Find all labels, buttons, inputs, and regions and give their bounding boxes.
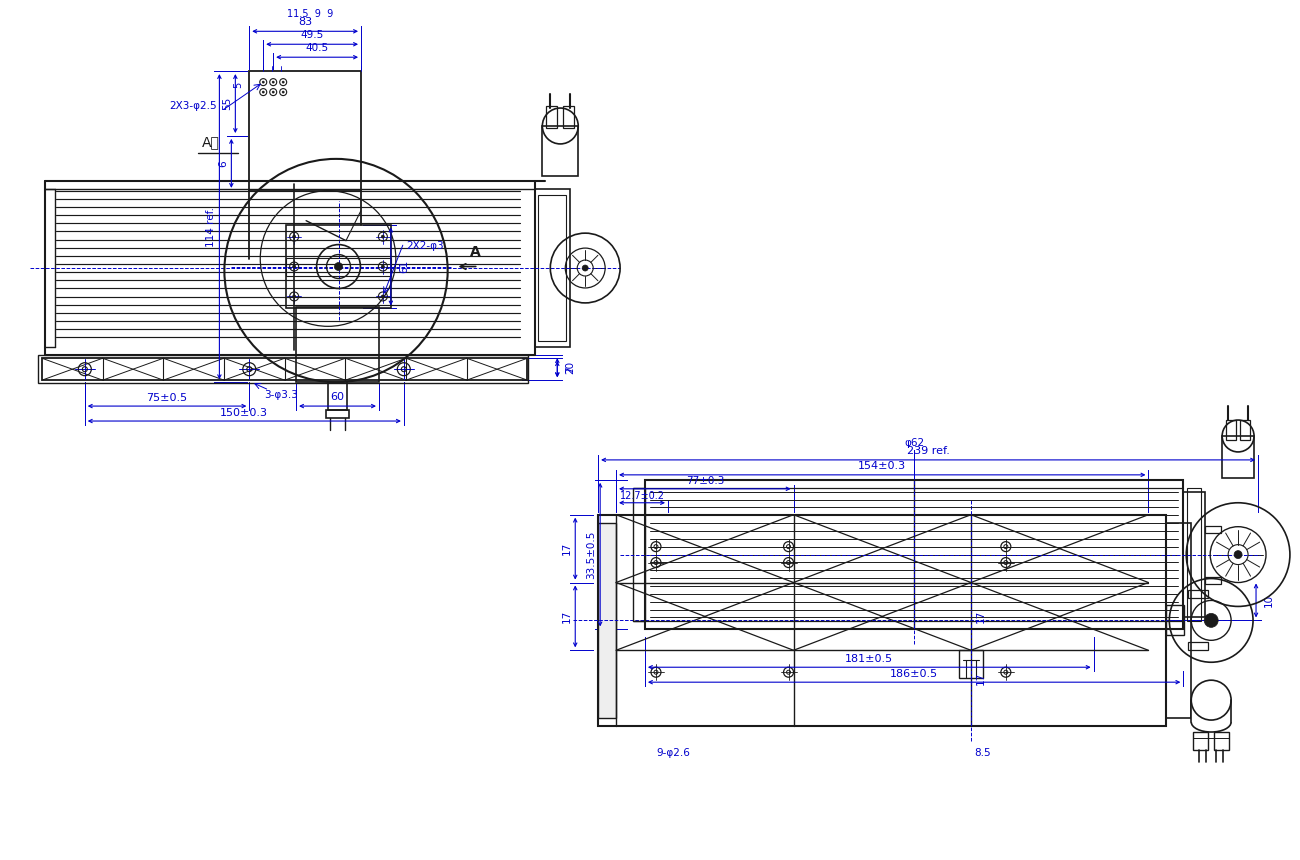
- Bar: [538, 194, 567, 341]
- Text: 6: 6: [218, 160, 229, 167]
- Text: 186±0.5: 186±0.5: [891, 669, 939, 679]
- Bar: [598, 515, 1166, 726]
- Text: 17: 17: [563, 610, 572, 623]
- Bar: [542, 126, 578, 175]
- Circle shape: [334, 262, 342, 271]
- Circle shape: [292, 235, 295, 238]
- Circle shape: [1234, 550, 1242, 559]
- Bar: [1193, 732, 1208, 750]
- Bar: [1240, 420, 1251, 440]
- Text: 20: 20: [566, 361, 576, 374]
- Bar: [1188, 591, 1208, 599]
- Text: 9-φ2.6: 9-φ2.6: [656, 748, 690, 758]
- Text: 150±0.3: 150±0.3: [220, 408, 268, 418]
- Text: 17: 17: [976, 672, 985, 685]
- Bar: [1214, 732, 1228, 750]
- Bar: [1205, 576, 1221, 583]
- Circle shape: [381, 235, 385, 238]
- Text: 154±0.3: 154±0.3: [858, 461, 906, 471]
- Text: 61: 61: [399, 260, 408, 273]
- Bar: [1166, 605, 1184, 636]
- Text: 49.5: 49.5: [300, 30, 324, 40]
- Circle shape: [582, 265, 588, 271]
- Bar: [633, 488, 645, 622]
- Circle shape: [1204, 613, 1218, 627]
- Bar: [563, 106, 575, 128]
- Text: 2X3-φ2.5: 2X3-φ2.5: [169, 101, 217, 111]
- Bar: [598, 523, 616, 718]
- Text: 75±0.5: 75±0.5: [147, 393, 187, 403]
- Bar: [286, 257, 391, 275]
- Text: A向: A向: [202, 135, 220, 149]
- Circle shape: [381, 265, 385, 268]
- Text: 181±0.5: 181±0.5: [845, 654, 893, 664]
- Text: 77±0.3: 77±0.3: [685, 476, 724, 486]
- Circle shape: [292, 295, 295, 298]
- Bar: [1188, 642, 1208, 650]
- Bar: [1222, 436, 1254, 478]
- Bar: [959, 650, 983, 679]
- Text: 55: 55: [222, 97, 233, 110]
- Text: 3-φ3.3: 3-φ3.3: [264, 390, 298, 400]
- Bar: [38, 355, 528, 384]
- Text: 5: 5: [233, 82, 243, 89]
- Text: 17: 17: [563, 542, 572, 556]
- Circle shape: [282, 81, 285, 83]
- Circle shape: [381, 295, 385, 298]
- Text: A: A: [471, 244, 481, 259]
- Circle shape: [263, 91, 264, 93]
- Bar: [1183, 492, 1205, 617]
- Bar: [296, 307, 378, 382]
- Bar: [42, 359, 528, 380]
- Bar: [1187, 488, 1201, 622]
- Bar: [546, 106, 558, 128]
- Text: 40.5: 40.5: [306, 43, 329, 53]
- Text: 83: 83: [298, 17, 312, 28]
- Text: 7: 7: [566, 366, 576, 372]
- Bar: [1166, 523, 1191, 718]
- Text: 10: 10: [1264, 594, 1274, 607]
- Text: 60: 60: [330, 392, 344, 402]
- Text: 8.5: 8.5: [974, 748, 991, 758]
- Text: 17: 17: [976, 610, 985, 623]
- Circle shape: [263, 81, 264, 83]
- Bar: [1226, 420, 1236, 440]
- Bar: [250, 71, 361, 191]
- Text: 2X2-φ3: 2X2-φ3: [406, 241, 443, 250]
- Text: φ62: φ62: [903, 438, 924, 448]
- Circle shape: [282, 91, 285, 93]
- Bar: [325, 410, 350, 418]
- Text: 12.7±0.2: 12.7±0.2: [620, 491, 664, 501]
- Circle shape: [272, 81, 274, 83]
- Text: 239 ref.: 239 ref.: [906, 446, 949, 456]
- Bar: [645, 480, 1183, 630]
- Text: 114 ref.: 114 ref.: [207, 206, 216, 247]
- Bar: [1191, 700, 1231, 722]
- Circle shape: [292, 265, 295, 268]
- Bar: [1205, 525, 1221, 532]
- Circle shape: [272, 91, 274, 93]
- Text: 11.5  9  9: 11.5 9 9: [287, 9, 333, 19]
- Bar: [536, 189, 571, 347]
- Bar: [286, 224, 391, 309]
- Text: 33.5±0.5: 33.5±0.5: [586, 531, 597, 579]
